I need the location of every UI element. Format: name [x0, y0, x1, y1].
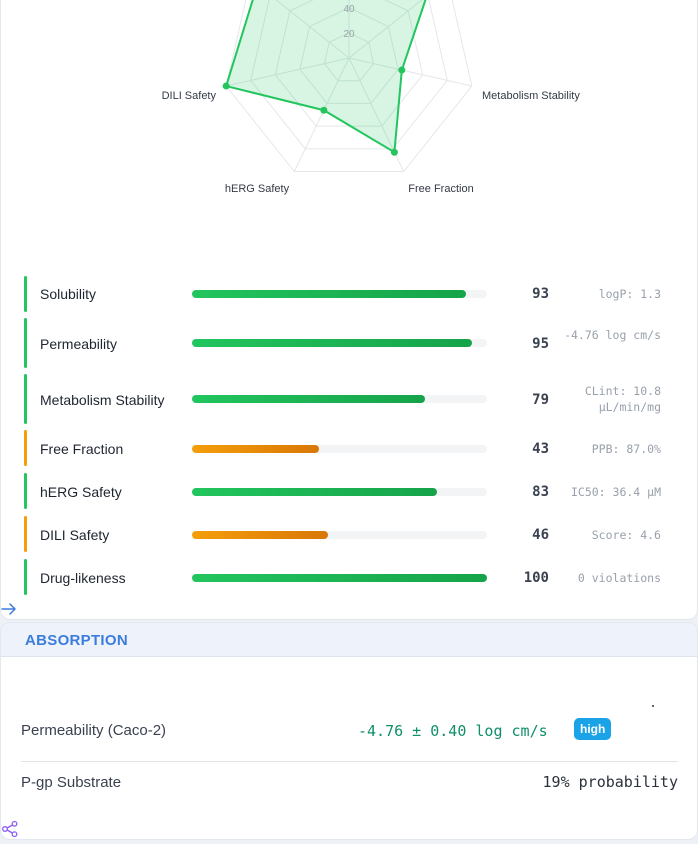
property-value: -4.76 ± 0.40 log cm/s	[358, 722, 548, 740]
metric-row-metabolism-stability: Metabolism Stability 79 CLint: 10.8 µL/m…	[24, 374, 674, 424]
metric-score: 95	[532, 336, 549, 352]
radar-grid	[225, 0, 473, 173]
metric-row-drug-likeness: Drug-likeness 100 0 violations	[24, 559, 674, 595]
radar-grid-ring	[299, 7, 399, 104]
metric-bar-fill	[192, 395, 426, 403]
radar-grid-ring	[250, 0, 448, 150]
property-row-permeability: Permeability (Caco-2) -4.76 ± 0.40 log c…	[21, 717, 678, 747]
metric-bar-track	[192, 445, 487, 453]
metric-name: Solubility	[40, 286, 97, 302]
metric-name: Drug-likeness	[40, 570, 126, 586]
section-header[interactable]: ABSORPTION	[1, 623, 697, 657]
metric-status-stripe	[24, 318, 27, 368]
radar-point-free-fraction[interactable]	[398, 66, 406, 74]
radar-grid-ring	[323, 32, 375, 82]
metric-detail: -4.76 log cm/s	[564, 328, 661, 342]
metric-bar-track	[192, 531, 487, 539]
metric-name: Metabolism Stability	[40, 392, 165, 408]
metric-status-stripe	[24, 430, 27, 466]
metric-detail: CLint: 10.8 µL/min/mg	[584, 384, 661, 414]
property-label: P-gp Substrate	[21, 774, 122, 791]
metric-score: 83	[532, 484, 549, 500]
metric-detail: IC50: 36.4 µM	[570, 485, 661, 499]
radar-series-area	[224, 0, 427, 154]
radar-point-herg-safety[interactable]	[390, 148, 398, 156]
property-row-pgp-substrate: P-gp Substrate 19% probability	[21, 769, 678, 799]
metric-bar-fill	[192, 445, 319, 453]
radar-point-drug-likeness[interactable]	[222, 82, 230, 90]
metric-name: DILI Safety	[40, 527, 110, 543]
radar-points	[222, 66, 406, 156]
metric-row-permeability: Permeability 95 -4.76 log cm/s	[24, 318, 674, 368]
metric-bar-fill	[192, 488, 437, 496]
metric-score: 93	[532, 286, 549, 302]
metric-score: 79	[532, 392, 549, 408]
confidence-badge: high	[574, 718, 612, 740]
metric-name: Free Fraction	[40, 441, 124, 457]
radar-spoke	[275, 0, 350, 59]
metric-bar-track	[192, 395, 487, 403]
metric-bar-fill	[192, 339, 473, 347]
property-value: 19% probability	[542, 773, 678, 791]
metric-detail: 0 violations	[577, 571, 661, 585]
radar-point-dili-safety[interactable]	[320, 106, 328, 114]
metric-status-stripe	[24, 559, 27, 595]
radar-tick-20: 20	[343, 29, 355, 40]
metric-status-stripe	[24, 374, 27, 424]
radar-grid-ring	[274, 0, 424, 127]
metric-bar-track	[192, 339, 487, 347]
metric-row-free-fraction: Free Fraction 43 PPB: 87.0%	[24, 430, 674, 466]
metric-bar-track	[192, 574, 487, 582]
metric-bar-fill	[192, 290, 467, 298]
property-label: Permeability (Caco-2)	[21, 722, 167, 739]
metric-status-stripe	[24, 473, 27, 509]
radar-axis-label-dili: DILI Safety	[162, 90, 217, 102]
decorative-dot	[652, 705, 654, 707]
metric-score: 43	[532, 441, 549, 457]
section-title: ABSORPTION	[25, 632, 129, 649]
metric-bar-track	[192, 290, 487, 298]
metric-bar-fill	[192, 531, 328, 539]
radar-tick-40: 40	[343, 4, 355, 15]
arrow-right-icon[interactable]	[0, 600, 18, 618]
metric-name: Permeability	[40, 336, 118, 352]
metric-row-dili-safety: DILI Safety 46 Score: 4.6	[24, 516, 674, 552]
metric-score: 100	[523, 570, 549, 586]
radar-chart: 20 40 Metabolism Stability Free Fraction…	[162, 0, 580, 195]
metric-detail: Score: 4.6	[591, 528, 661, 542]
metric-row-herg-safety: hERG Safety 83 IC50: 36.4 µM	[24, 473, 674, 509]
radar-spoke	[348, 0, 423, 59]
metric-status-stripe	[24, 276, 27, 312]
metric-score: 46	[532, 527, 549, 543]
radar-axis-label-metabolism: Metabolism Stability	[482, 90, 580, 102]
absorption-card: ABSORPTION Permeability (Caco-2) -4.76 ±…	[0, 622, 698, 840]
divider	[21, 761, 678, 762]
metric-detail: PPB: 87.0%	[591, 442, 661, 456]
radar-spoke	[293, 57, 350, 172]
metric-name: hERG Safety	[40, 484, 122, 500]
share-icon[interactable]	[1, 820, 19, 838]
radar-grid-ring	[225, 0, 473, 173]
radar-spoke	[348, 57, 472, 87]
metric-detail: logP: 1.3	[598, 287, 661, 301]
radar-axis-label-free-fraction: Free Fraction	[408, 183, 473, 195]
metric-status-stripe	[24, 516, 27, 552]
metric-bar-track	[192, 488, 487, 496]
radar-spoke	[226, 57, 350, 87]
radar-axis-label-herg: hERG Safety	[225, 183, 290, 195]
metric-bar-fill	[192, 574, 487, 582]
metric-row-solubility: Solubility 93 logP: 1.3	[24, 276, 674, 312]
